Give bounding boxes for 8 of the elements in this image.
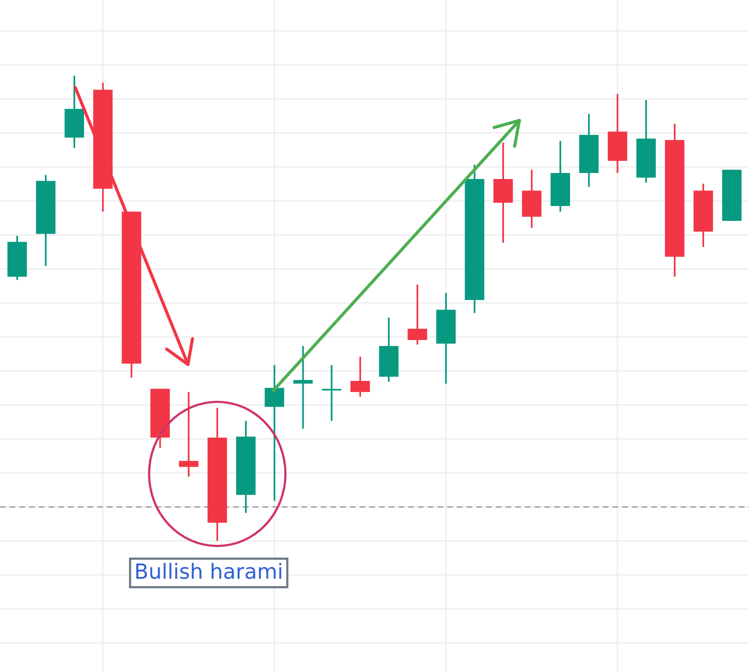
candlestick (321, 364, 342, 422)
candlestick (264, 364, 284, 502)
text: Bullish harami (136, 562, 282, 579)
candlestick (408, 284, 428, 346)
candlestick (350, 356, 370, 398)
candlestick (178, 391, 198, 478)
candlestick (493, 142, 513, 244)
candlestick (293, 345, 313, 430)
